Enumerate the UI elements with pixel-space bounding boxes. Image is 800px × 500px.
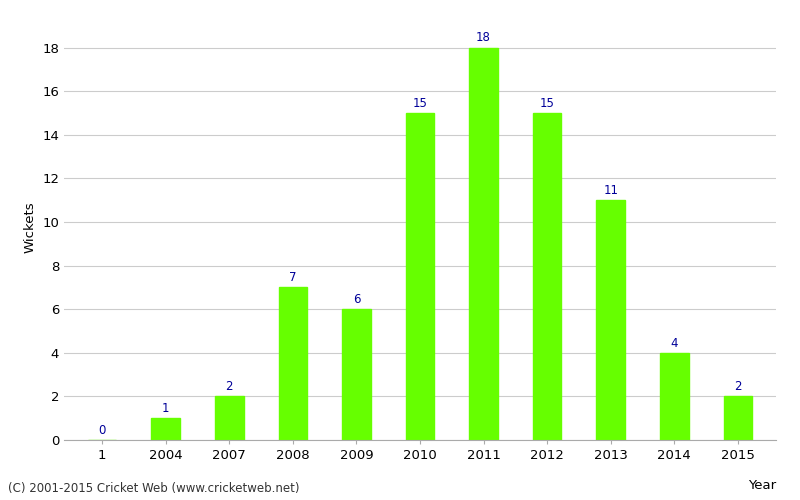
Bar (660, 353, 689, 440)
Bar (597, 200, 625, 440)
Bar (278, 288, 307, 440)
Text: 2: 2 (226, 380, 233, 393)
Bar (533, 113, 562, 440)
Text: 6: 6 (353, 293, 360, 306)
Text: 4: 4 (670, 336, 678, 349)
Bar (470, 48, 498, 440)
Text: 11: 11 (603, 184, 618, 197)
Bar (151, 418, 180, 440)
Y-axis label: Wickets: Wickets (23, 202, 37, 254)
Text: 15: 15 (413, 97, 427, 110)
Bar (215, 396, 243, 440)
Bar (406, 113, 434, 440)
Bar (723, 396, 752, 440)
Text: Year: Year (748, 479, 776, 492)
Text: 7: 7 (289, 271, 297, 284)
Text: 2: 2 (734, 380, 742, 393)
Text: 15: 15 (540, 97, 554, 110)
Text: (C) 2001-2015 Cricket Web (www.cricketweb.net): (C) 2001-2015 Cricket Web (www.cricketwe… (8, 482, 299, 495)
Text: 0: 0 (98, 424, 106, 436)
Text: 18: 18 (476, 32, 491, 44)
Text: 1: 1 (162, 402, 170, 415)
Bar (342, 309, 370, 440)
